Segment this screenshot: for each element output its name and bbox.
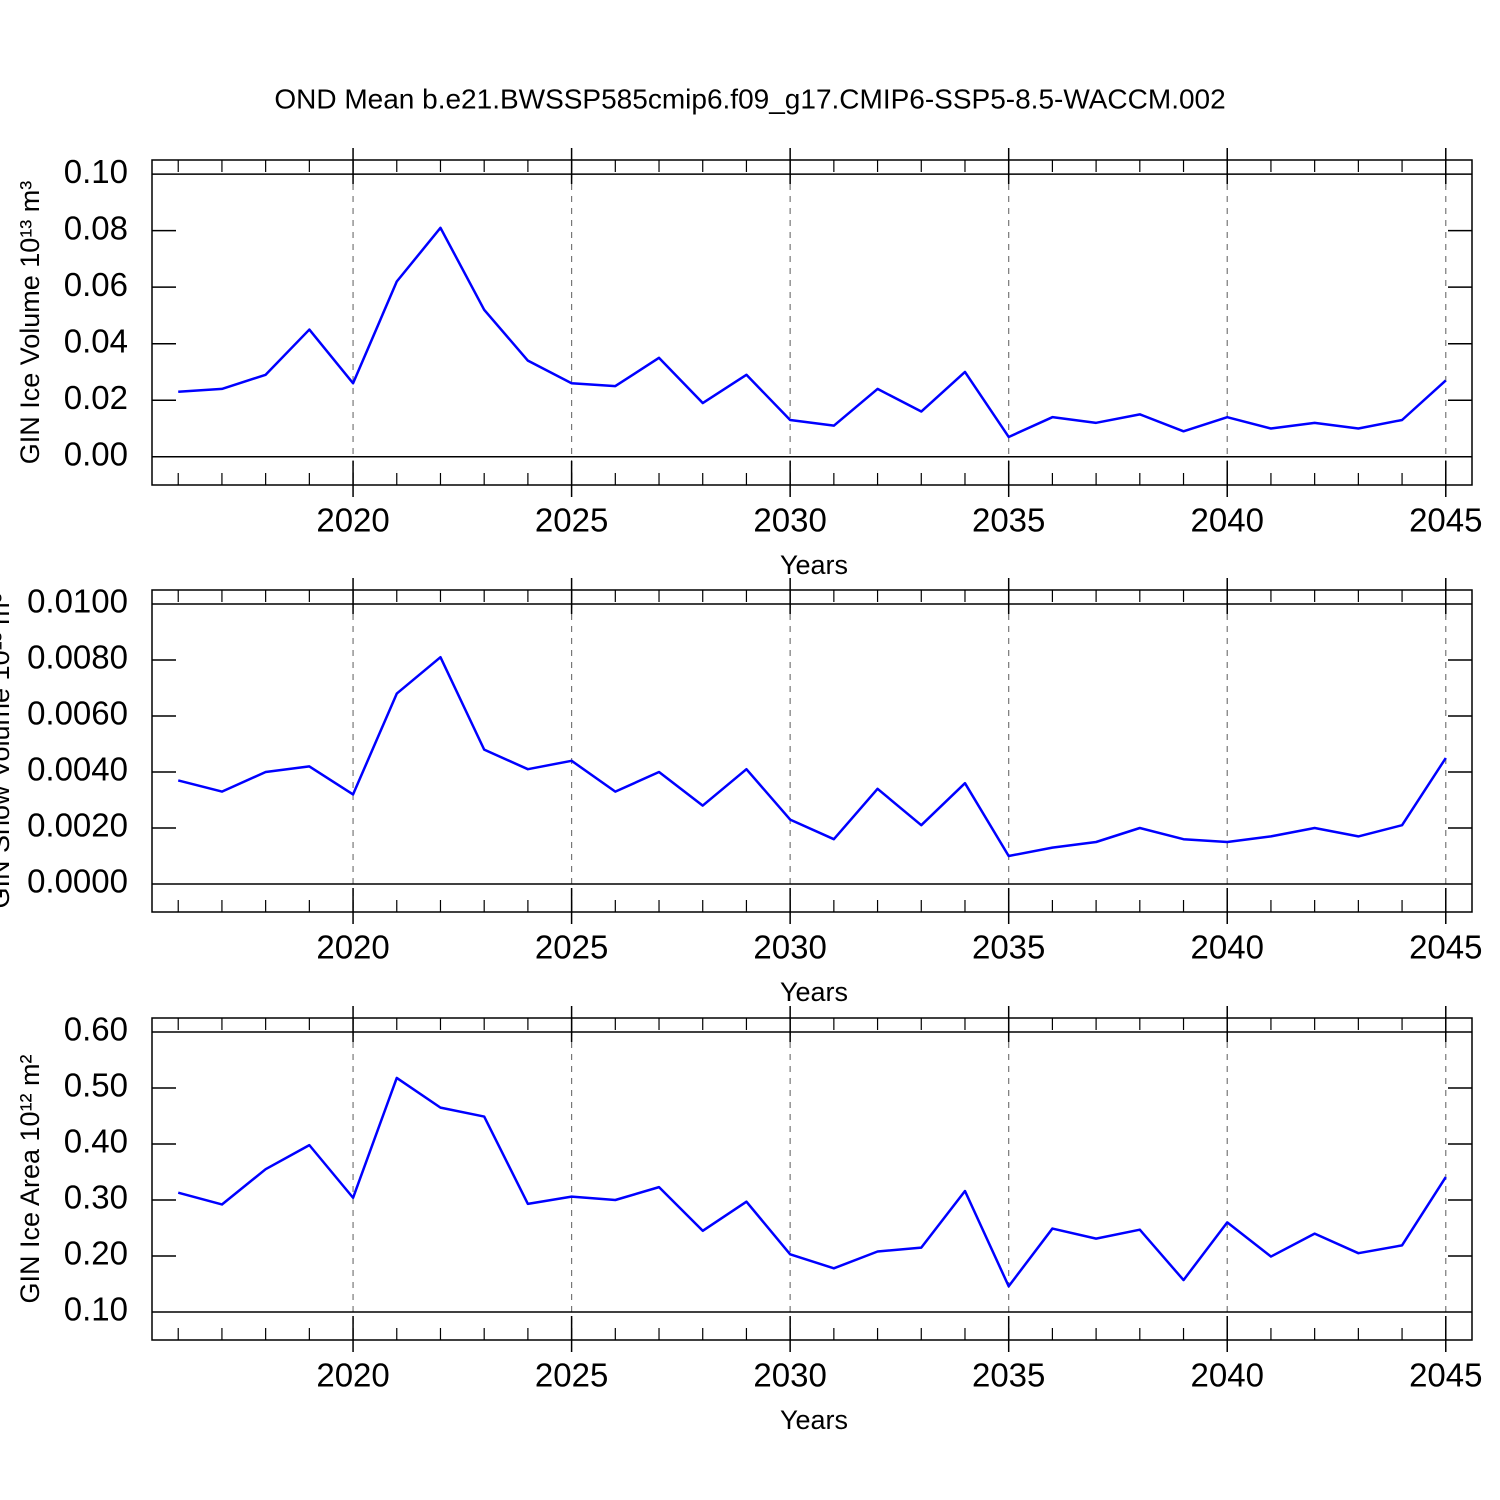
x-axis-label: Years	[780, 1405, 848, 1435]
x-tick-label: 2025	[535, 929, 608, 966]
y-tick-label: 0.0060	[27, 695, 128, 732]
data-line	[177, 655, 1447, 858]
y-tick-label: 0.00	[64, 435, 128, 472]
chart-title: OND Mean b.e21.BWSSP585cmip6.f09_g17.CMI…	[274, 83, 1225, 114]
y-tick-label: 0.02	[64, 379, 128, 416]
x-tick-label: 2025	[535, 1357, 608, 1394]
x-tick-label: 2020	[316, 1357, 389, 1394]
y-tick-label: 0.50	[64, 1067, 128, 1104]
y-tick-label: 0.0020	[27, 807, 128, 844]
y-tick-label: 0.0080	[27, 639, 128, 676]
x-axis-label: Years	[780, 550, 848, 580]
y-tick-label: 0.0040	[27, 751, 128, 788]
y-tick-label: 0.06	[64, 266, 128, 303]
x-tick-label: 2045	[1409, 502, 1482, 539]
x-tick-label: 2035	[972, 929, 1045, 966]
x-axis-label: Years	[780, 977, 848, 1007]
x-tick-label: 2025	[535, 502, 608, 539]
data-line	[178, 226, 1447, 439]
y-axis-label: GIN Snow Volume 10¹³ m³	[0, 593, 15, 908]
plot-frame	[151, 589, 1473, 913]
x-tick-label: 2030	[753, 929, 826, 966]
x-tick-label: 2020	[316, 502, 389, 539]
y-tick-label: 0.40	[64, 1123, 128, 1160]
x-tick-label: 2040	[1191, 1357, 1264, 1394]
y-tick-label: 0.0100	[27, 583, 128, 620]
x-tick-label: 2040	[1191, 502, 1264, 539]
y-tick-label: 0.60	[64, 1011, 128, 1048]
plot-frame	[151, 159, 1473, 486]
y-tick-label: 0.04	[64, 322, 128, 359]
x-tick-label: 2035	[972, 502, 1045, 539]
x-tick-label: 2040	[1191, 929, 1264, 966]
x-tick-label: 2020	[316, 929, 389, 966]
data-line	[177, 1076, 1447, 1288]
x-tick-label: 2030	[753, 502, 826, 539]
x-tick-label: 2045	[1409, 929, 1482, 966]
y-tick-label: 0.10	[64, 153, 128, 190]
x-tick-label: 2045	[1409, 1357, 1482, 1394]
y-tick-label: 0.30	[64, 1179, 128, 1216]
y-axis-label: GIN Ice Volume 10¹³ m³	[15, 181, 45, 465]
x-tick-label: 2035	[972, 1357, 1045, 1394]
y-tick-label: 0.0000	[27, 863, 128, 900]
y-axis-label: GIN Ice Area 10¹² m²	[15, 1054, 45, 1303]
y-tick-label: 0.10	[64, 1291, 128, 1328]
x-tick-label: 2030	[753, 1357, 826, 1394]
y-tick-label: 0.08	[64, 209, 128, 246]
y-tick-label: 0.20	[64, 1235, 128, 1272]
plot-frame	[151, 1017, 1473, 1341]
